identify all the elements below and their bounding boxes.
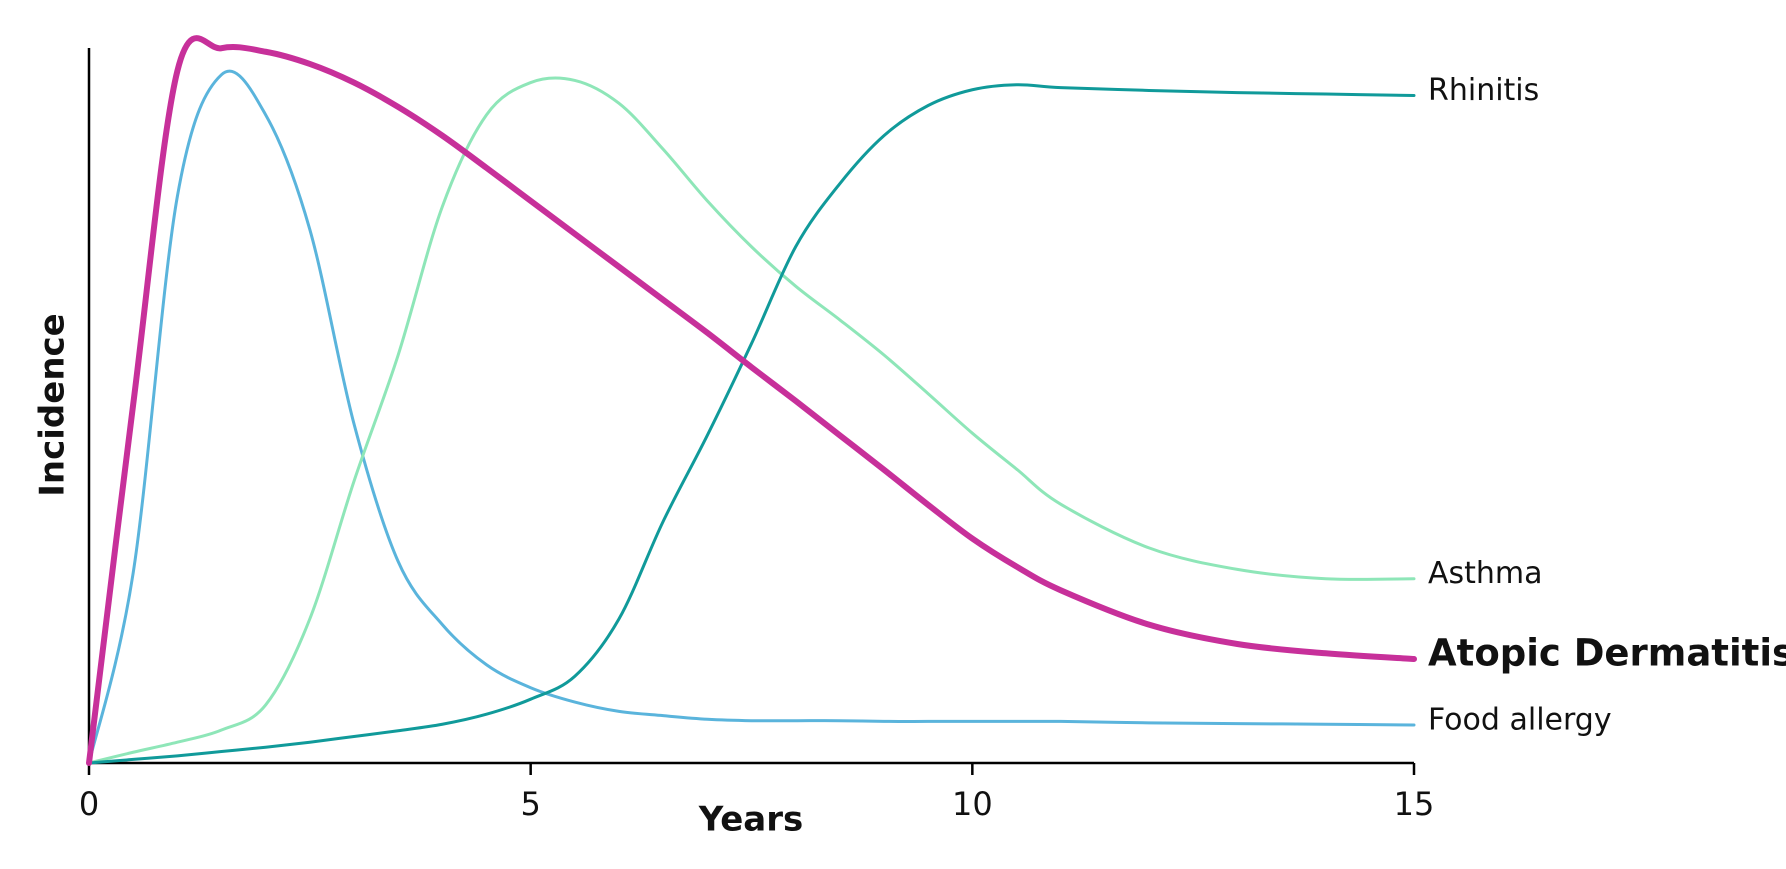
series-line: [87, 69, 1416, 765]
y-axis-label: Incidence: [33, 313, 73, 496]
x-tick-label: 0: [79, 785, 99, 823]
x-tick-label: 10: [952, 785, 993, 823]
x-tick-label: 15: [1394, 785, 1435, 823]
series-label: Atopic Dermatitis: [1428, 632, 1786, 675]
x-axis-label: Years: [698, 800, 804, 840]
series-label: Rhinitis: [1428, 73, 1539, 108]
series-line: [86, 35, 1417, 766]
series-line: [87, 76, 1416, 765]
series-label: Asthma: [1428, 556, 1543, 591]
series-label: Food allergy: [1428, 702, 1612, 737]
x-tick-label: 5: [520, 785, 540, 823]
series-line: [87, 83, 1416, 765]
